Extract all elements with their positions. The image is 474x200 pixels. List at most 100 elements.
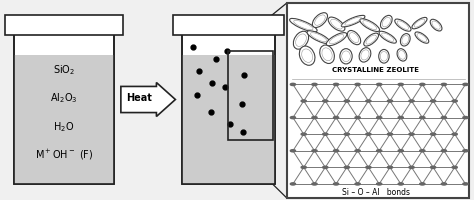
Text: CRYSTALLINE ZEOLITE: CRYSTALLINE ZEOLITE — [332, 67, 419, 73]
Circle shape — [312, 183, 317, 185]
Circle shape — [409, 166, 414, 169]
Circle shape — [387, 133, 392, 136]
Ellipse shape — [364, 34, 379, 47]
Circle shape — [323, 100, 328, 103]
Text: Al$_2$O$_3$: Al$_2$O$_3$ — [50, 91, 78, 105]
Circle shape — [420, 183, 425, 185]
Circle shape — [323, 133, 328, 136]
Circle shape — [430, 100, 436, 103]
Ellipse shape — [359, 48, 371, 63]
Circle shape — [441, 84, 447, 86]
Circle shape — [420, 84, 425, 86]
Ellipse shape — [326, 33, 347, 47]
Circle shape — [398, 150, 403, 152]
Circle shape — [463, 183, 468, 185]
Circle shape — [301, 100, 306, 103]
Circle shape — [463, 150, 468, 152]
Circle shape — [301, 133, 306, 136]
Circle shape — [420, 117, 425, 119]
Circle shape — [387, 100, 392, 103]
Text: M$^+$OH$^-$ (F): M$^+$OH$^-$ (F) — [35, 147, 93, 161]
Bar — [182, 56, 275, 184]
Ellipse shape — [430, 20, 442, 32]
Ellipse shape — [307, 32, 330, 44]
Bar — [182, 24, 275, 184]
Circle shape — [430, 133, 436, 136]
Circle shape — [398, 183, 403, 185]
Ellipse shape — [300, 47, 315, 66]
Bar — [14, 24, 114, 184]
Circle shape — [334, 183, 338, 185]
Bar — [14, 56, 114, 184]
Ellipse shape — [340, 49, 352, 65]
Bar — [5, 16, 123, 36]
Circle shape — [441, 183, 447, 185]
Circle shape — [452, 133, 457, 136]
Circle shape — [312, 150, 317, 152]
Bar — [228, 52, 273, 140]
Ellipse shape — [397, 49, 407, 62]
Text: SiO$_2$: SiO$_2$ — [53, 63, 75, 77]
Circle shape — [377, 117, 382, 119]
Bar — [287, 4, 469, 198]
Text: Heat: Heat — [126, 93, 152, 103]
Circle shape — [409, 100, 414, 103]
Ellipse shape — [312, 14, 328, 28]
Text: H$_2$O: H$_2$O — [54, 119, 74, 133]
Circle shape — [291, 183, 295, 185]
Circle shape — [366, 133, 371, 136]
Circle shape — [323, 166, 328, 169]
Circle shape — [291, 150, 295, 152]
Circle shape — [398, 117, 403, 119]
Ellipse shape — [347, 31, 361, 45]
Circle shape — [452, 100, 457, 103]
Ellipse shape — [395, 20, 411, 32]
Circle shape — [355, 183, 360, 185]
Ellipse shape — [341, 16, 365, 28]
Circle shape — [463, 117, 468, 119]
Circle shape — [301, 166, 306, 169]
Circle shape — [366, 100, 371, 103]
Bar — [14, 24, 114, 184]
Bar — [173, 16, 284, 36]
Ellipse shape — [290, 19, 317, 33]
Circle shape — [291, 84, 295, 86]
Ellipse shape — [415, 33, 429, 44]
Circle shape — [377, 84, 382, 86]
Circle shape — [344, 133, 349, 136]
Circle shape — [312, 117, 317, 119]
Circle shape — [344, 166, 349, 169]
Circle shape — [355, 150, 360, 152]
Ellipse shape — [401, 34, 410, 47]
Circle shape — [441, 150, 447, 152]
Circle shape — [312, 84, 317, 86]
Text: Si – O – Al   bonds: Si – O – Al bonds — [342, 188, 410, 196]
Circle shape — [377, 150, 382, 152]
Circle shape — [420, 150, 425, 152]
Ellipse shape — [379, 32, 396, 44]
Circle shape — [452, 166, 457, 169]
Circle shape — [409, 133, 414, 136]
Circle shape — [334, 150, 338, 152]
Circle shape — [366, 166, 371, 169]
Circle shape — [387, 166, 392, 169]
Circle shape — [334, 117, 338, 119]
Ellipse shape — [360, 20, 380, 32]
Circle shape — [430, 166, 436, 169]
Ellipse shape — [293, 32, 309, 50]
Ellipse shape — [381, 16, 392, 30]
Circle shape — [334, 84, 338, 86]
Ellipse shape — [328, 18, 345, 32]
Circle shape — [463, 84, 468, 86]
Circle shape — [344, 100, 349, 103]
Circle shape — [441, 117, 447, 119]
Circle shape — [398, 84, 403, 86]
Circle shape — [355, 117, 360, 119]
Circle shape — [377, 183, 382, 185]
Ellipse shape — [379, 50, 389, 64]
Ellipse shape — [412, 18, 427, 30]
FancyArrow shape — [121, 83, 175, 117]
Circle shape — [355, 84, 360, 86]
Bar — [182, 24, 275, 184]
Circle shape — [291, 117, 295, 119]
